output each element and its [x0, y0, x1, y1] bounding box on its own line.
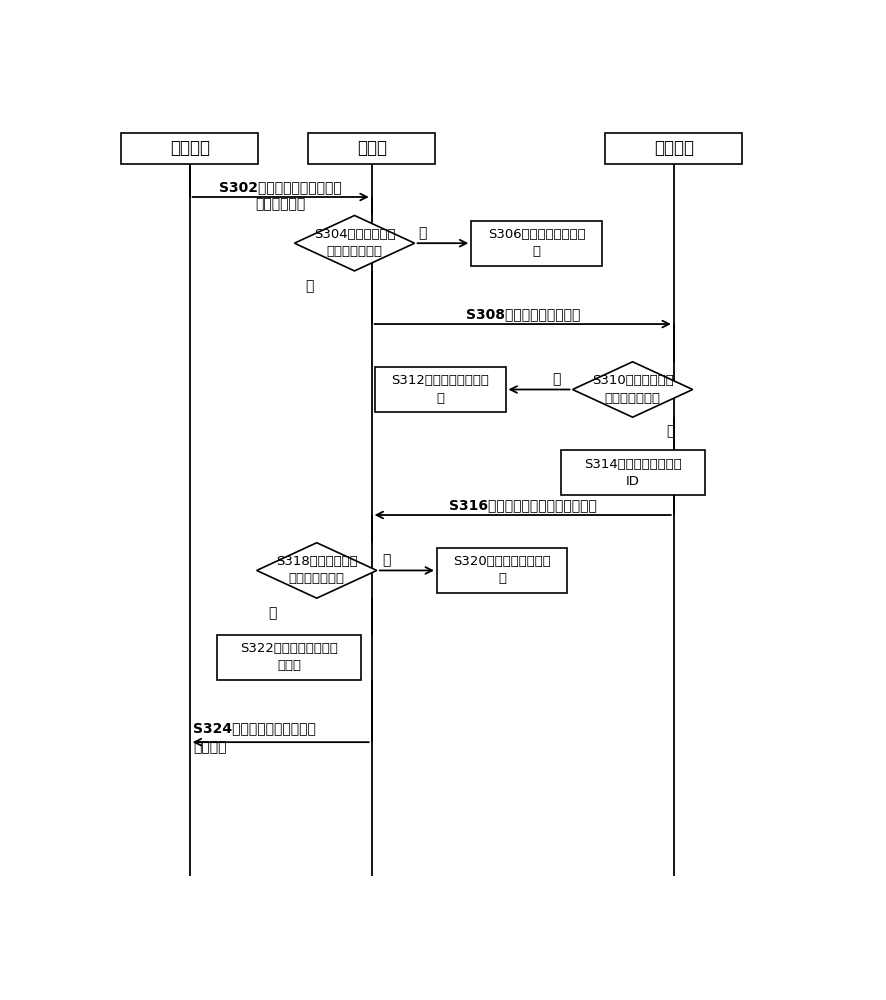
Polygon shape	[294, 215, 415, 271]
Text: S316、发送状态修改请求至服务器: S316、发送状态修改请求至服务器	[449, 498, 596, 512]
FancyBboxPatch shape	[437, 548, 567, 593]
Text: 亲友手机: 亲友手机	[193, 740, 227, 754]
Text: 否: 否	[418, 226, 426, 240]
Polygon shape	[572, 362, 693, 417]
FancyBboxPatch shape	[471, 221, 602, 266]
Text: 标记手机被盗: 标记手机被盗	[255, 198, 306, 212]
Text: S314、获取自身的硬件
ID: S314、获取自身的硬件 ID	[584, 458, 681, 488]
Text: S302、发送状态修改消息，: S302、发送状态修改消息，	[220, 180, 342, 194]
Text: S306、忽略状态修改消
息: S306、忽略状态修改消 息	[487, 228, 586, 258]
Text: S322、执行修改状态信
息操作: S322、执行修改状态信 息操作	[240, 642, 338, 672]
Text: 被盗手机: 被盗手机	[654, 139, 694, 157]
FancyBboxPatch shape	[605, 133, 742, 164]
Text: S312、忽略状态修改消
息: S312、忽略状态修改消 息	[392, 374, 489, 404]
FancyBboxPatch shape	[121, 133, 259, 164]
Text: 服务器: 服务器	[357, 139, 386, 157]
FancyBboxPatch shape	[561, 450, 704, 495]
Polygon shape	[257, 543, 377, 598]
Text: 亲友手机: 亲友手机	[170, 139, 210, 157]
Text: 是: 是	[268, 607, 276, 621]
Text: S304、判断状态修
改消息是否合法: S304、判断状态修 改消息是否合法	[314, 228, 395, 258]
Text: 是: 是	[666, 424, 674, 438]
Text: 否: 否	[382, 553, 391, 567]
FancyBboxPatch shape	[308, 133, 435, 164]
FancyBboxPatch shape	[217, 635, 361, 680]
Text: S318、判断状态修
改请求是否合法: S318、判断状态修 改请求是否合法	[276, 555, 358, 585]
FancyBboxPatch shape	[375, 367, 506, 412]
Text: S310、判断状态修
改消息是否合法: S310、判断状态修 改消息是否合法	[592, 374, 673, 404]
Text: 否: 否	[552, 372, 561, 386]
Text: S320、忽略状态修改请
求: S320、忽略状态修改请 求	[454, 555, 551, 585]
Text: S324、发送修改执行情况至: S324、发送修改执行情况至	[193, 721, 316, 735]
Text: S308、转发状态修改消息: S308、转发状态修改消息	[465, 307, 580, 321]
Text: 是: 是	[306, 279, 314, 293]
